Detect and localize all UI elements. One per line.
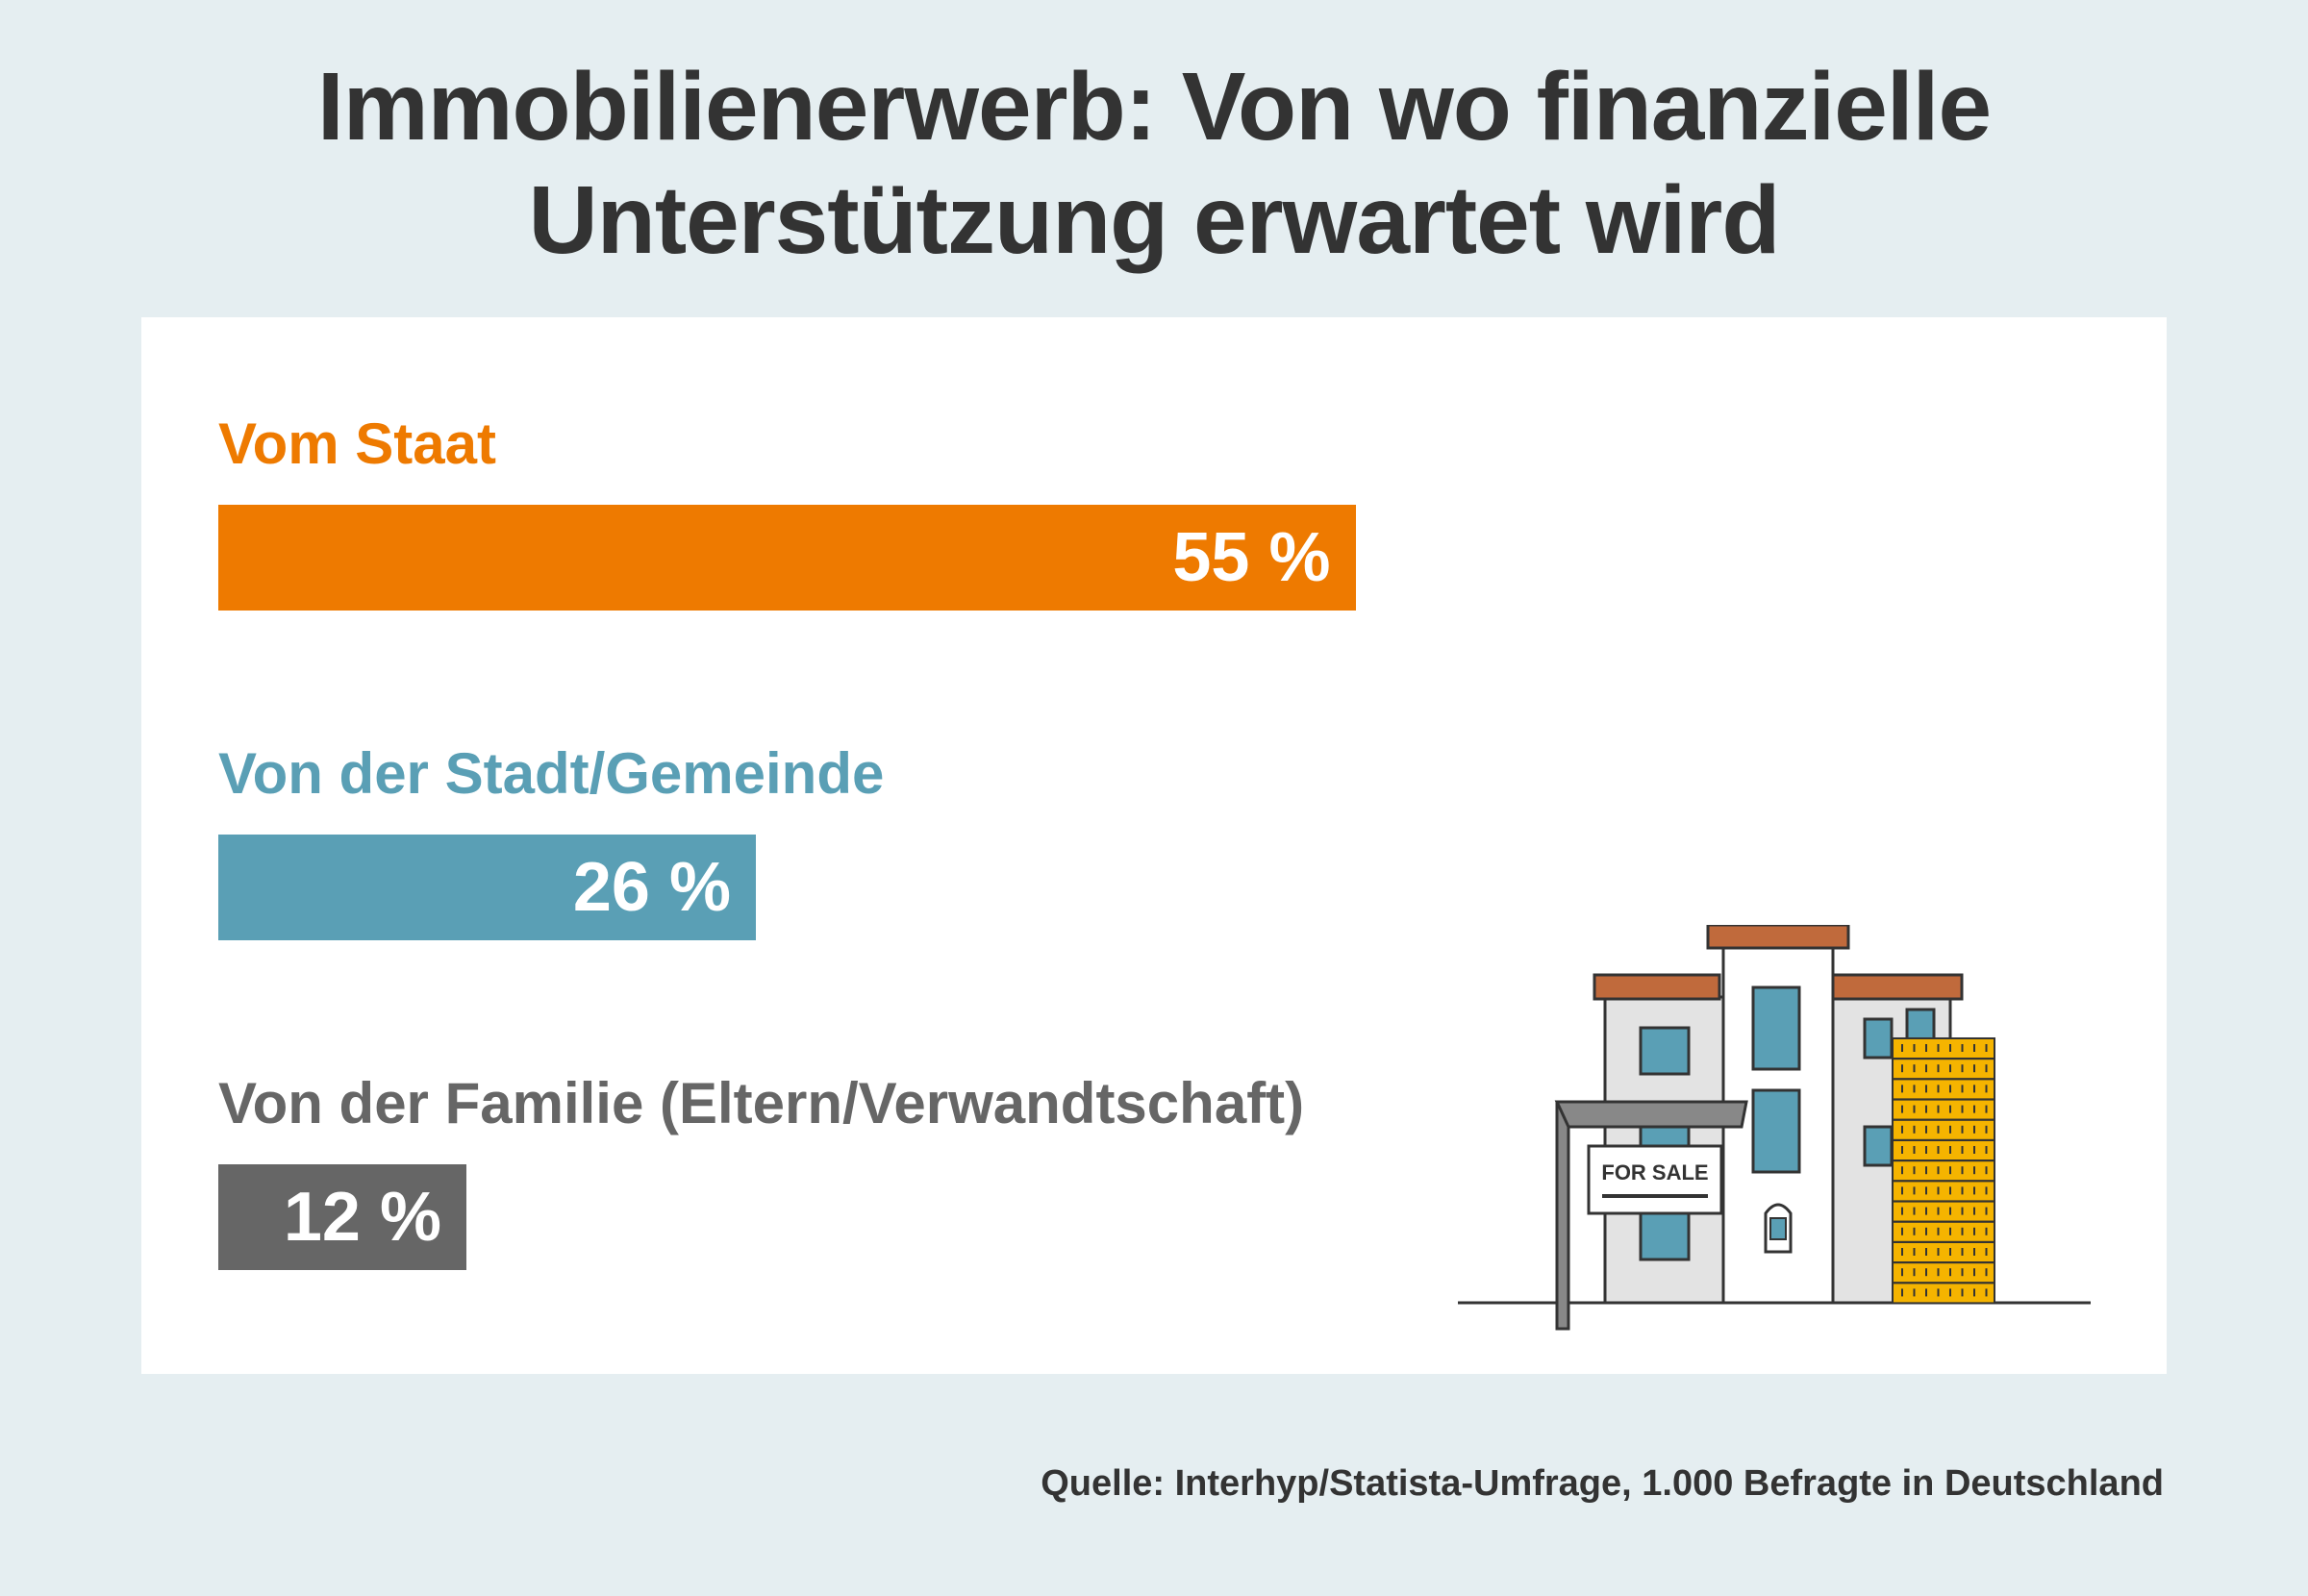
window [1639,1026,1691,1076]
window [1751,985,1801,1071]
center-roof [1706,925,1850,950]
coin-row [1892,1261,1995,1284]
window [1751,1088,1801,1174]
coin-row [1892,1139,1995,1161]
bar-stadt-gemeinde: 26 % [218,835,756,940]
coin-row [1892,1037,1995,1060]
bar-value-label-familie: 12 % [283,1179,441,1256]
bar-vom-staat: 55 % [218,505,1356,611]
chart-panel: Vom Staat 55 % Von der Stadt/Gemeinde 26… [141,317,2167,1374]
coin-row [1892,1282,1995,1305]
sign-arm [1554,1100,1748,1129]
coin-row [1892,1078,1995,1101]
bar-familie: 12 % [218,1164,466,1270]
coin-row [1892,1160,1995,1183]
chart-title-line-2: Unterstützung erwartet wird [528,166,1781,274]
bar-value-label-stadt-gemeinde: 26 % [572,849,731,926]
category-label-vom-staat: Vom Staat [218,411,496,476]
window [1863,1125,1894,1167]
coin-row [1892,1241,1995,1263]
source-note: Quelle: Interhyp/Statista-Umfrage, 1.000… [1041,1463,2164,1504]
right-roof [1829,973,1964,1001]
category-label-stadt-gemeinde: Von der Stadt/Gemeinde [218,741,885,806]
chart-title: Immobilienerwerb: Von wo finanzielle Unt… [0,50,2308,277]
door-window [1769,1217,1787,1240]
chart-title-line-1: Immobilienerwerb: Von wo finanzielle [316,53,1992,161]
coin-stack [1892,1037,1995,1305]
bar-value-label-vom-staat: 55 % [1172,519,1331,596]
coin-row [1892,1200,1995,1223]
house-for-sale-illustration: FOR SALE [1458,925,2091,1331]
window [1639,1211,1691,1261]
coin-row [1892,1098,1995,1121]
for-sale-text: FOR SALE [1601,1160,1708,1185]
sign-post [1555,1100,1570,1331]
coin-row [1892,1058,1995,1081]
coin-row [1892,1180,1995,1203]
category-label-familie: Von der Familie (Eltern/Verwandtschaft) [218,1071,1305,1135]
window [1863,1017,1894,1060]
coin-row [1892,1118,1995,1141]
left-roof [1593,973,1721,1001]
for-sale-sign [1587,1144,1723,1215]
coin-row [1892,1220,1995,1243]
